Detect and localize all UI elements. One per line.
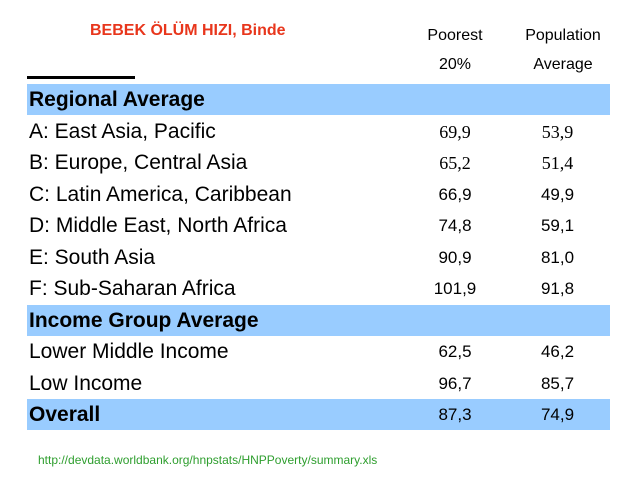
table-row: A: East Asia, Pacific 69,9 53,9	[27, 116, 610, 147]
column-header-poorest: Poorest 20%	[410, 21, 500, 79]
row-label: Overall	[29, 403, 101, 426]
cell-population-average: 49,9	[540, 184, 575, 204]
table-row: E: South Asia 90,9 81,0	[27, 242, 610, 273]
cell-population-average: 91,8	[540, 279, 575, 298]
cell-population-average: 81,0	[540, 247, 575, 267]
section-row: Regional Average	[27, 84, 610, 115]
section-row: Income Group Average	[27, 304, 610, 336]
table-row: C: Latin America, Caribbean 66,9 49,9	[27, 179, 610, 210]
row-label: Regional Average	[29, 88, 205, 111]
cell-poorest: 66,9	[438, 184, 472, 204]
column-header-population-line1: Population	[525, 27, 601, 44]
cell-population-average: 59,1	[540, 216, 575, 235]
cell-poorest: 90,9	[438, 247, 472, 267]
row-label: Low Income	[29, 371, 143, 395]
row-label: F: Sub-Saharan Africa	[29, 277, 236, 300]
table-row: F: Sub-Saharan Africa 101,9 91,8	[27, 273, 610, 304]
cell-poorest: 65,2	[439, 153, 471, 173]
cell-population-average: 85,7	[540, 373, 575, 393]
row-label: C: Latin America, Caribbean	[29, 182, 292, 206]
row-label: D: Middle East, North Africa	[29, 214, 287, 237]
cell-population-average: 46,2	[540, 342, 575, 361]
row-label: Income Group Average	[29, 308, 259, 332]
column-header-population-line2: Average	[533, 56, 593, 73]
row-label: E: South Asia	[29, 245, 156, 269]
row-label: B: Europe, Central Asia	[29, 151, 248, 174]
cell-poorest: 69,9	[439, 121, 471, 142]
cell-poorest: 96,7	[438, 373, 472, 393]
table-row: B: Europe, Central Asia 65,2 51,4	[27, 147, 610, 178]
section-row: Overall 87,3 74,9	[27, 399, 610, 430]
row-label: A: East Asia, Pacific	[29, 119, 216, 143]
table-row: Low Income 96,7 85,7	[27, 368, 610, 399]
table-row: D: Middle East, North Africa 74,8 59,1	[27, 210, 610, 241]
header-divider	[27, 76, 135, 79]
source-url[interactable]: http://devdata.worldbank.org/hnpstats/HN…	[38, 453, 378, 467]
cell-poorest: 74,8	[438, 216, 472, 235]
column-header-poorest-line1: Poorest	[427, 27, 483, 44]
column-header-population: Population Average	[508, 21, 618, 79]
cell-population-average: 51,4	[541, 153, 574, 173]
row-label: Lower Middle Income	[29, 340, 229, 363]
table-title: BEBEK ÖLÜM HIZI, Binde	[90, 22, 286, 39]
cell-poorest: 62,5	[438, 342, 472, 361]
cell-population-average: 53,9	[541, 121, 574, 142]
cell-poorest: 87,3	[438, 405, 472, 424]
cell-poorest: 101,9	[433, 279, 477, 298]
table-row: Lower Middle Income 62,5 46,2	[27, 336, 610, 367]
cell-population-average: 74,9	[540, 405, 575, 424]
column-header-poorest-line2: 20%	[438, 56, 472, 73]
